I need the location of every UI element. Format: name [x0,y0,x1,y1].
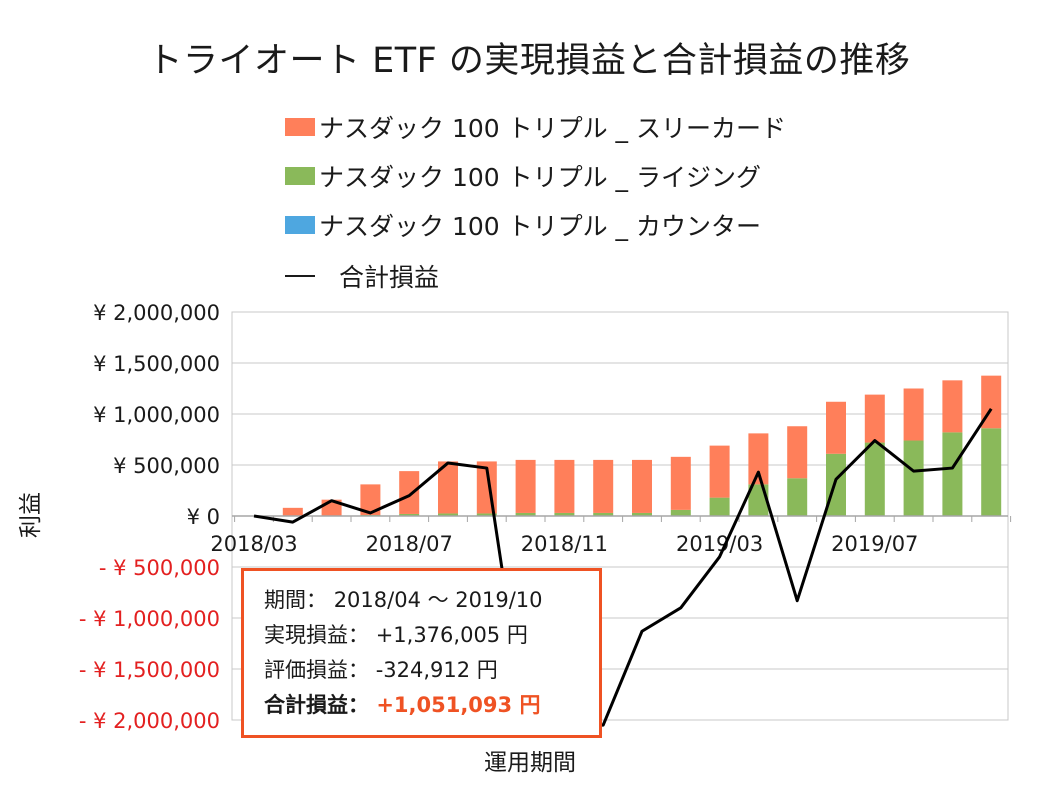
legend-label-rising: ナスダック 100 トリプル _ ライジング [319,163,762,192]
summary-total-label: 合計損益： [264,693,369,717]
bar-rising [476,513,497,516]
y-tick-label: ¥ 1,000,000 [93,403,220,427]
bar-rising [942,432,963,516]
bar-rising [438,513,458,516]
summary-unrealized-value: -324,912 円 [375,658,498,682]
y-tick-label: - ¥ 1,500,000 [79,658,220,682]
bar-three-card [554,459,575,513]
bar-rising [554,512,575,516]
legend-item-total: 合計損益 [285,256,439,296]
legend-label-total: 合計損益 [339,263,440,292]
legend-item-three-card: ナスダック 100 トリプル _ スリーカード [285,107,786,147]
bar-three-card [438,461,458,514]
y-tick-label: ¥ 500,000 [113,454,220,478]
bar-rising [787,478,808,516]
legend-item-counter: ナスダック 100 トリプル _ カウンター [285,205,761,245]
y-tick-label: - ¥ 500,000 [99,556,220,580]
summary-period-label: 期間： [264,588,327,612]
y-tick-label: - ¥ 1,000,000 [79,607,220,631]
y-tick-label: ¥ 2,000,000 [93,301,220,325]
legend-swatch-rising [285,167,315,185]
summary-box: 期間： 2018/04 ～ 2019/10 実現損益： +1,376,005 円… [241,568,602,738]
bar-three-card [399,471,420,514]
bar-rising [670,509,691,516]
y-tick-label: ¥ 1,500,000 [93,352,220,376]
bar-rising [709,497,730,516]
bar-rising [632,512,652,516]
y-tick-label: - ¥ 2,000,000 [79,709,220,733]
bar-rising [826,453,846,516]
summary-total: 合計損益： +1,051,093 円 [264,688,599,723]
legend-swatch-three-card [285,118,315,136]
bar-three-card [632,459,652,513]
bar-three-card [826,401,846,454]
bar-three-card [515,459,536,513]
bar-rising [981,428,1002,516]
summary-realized: 実現損益： +1,376,005 円 [264,618,599,653]
bar-three-card [748,433,769,485]
legend-line-total [285,275,315,277]
y-tick-label: ¥ 0 [187,505,220,529]
bar-rising [864,442,885,516]
y-axis-title: 利益 [18,492,44,538]
bar-three-card [360,484,381,515]
summary-realized-value: +1,376,005 円 [375,623,528,647]
bar-three-card [282,507,303,516]
summary-unrealized-label: 評価損益： [264,658,369,682]
legend-label-counter: ナスダック 100 トリプル _ カウンター [319,212,762,241]
bar-three-card [709,445,730,498]
bar-rising [515,512,536,516]
x-tick-label: 2019/07 [831,532,918,556]
bar-three-card [593,459,614,513]
summary-unrealized: 評価損益： -324,912 円 [264,653,599,688]
bar-three-card [864,394,885,443]
x-axis-title: 運用期間 [484,750,576,776]
legend-item-rising: ナスダック 100 トリプル _ ライジング [285,156,761,196]
bar-three-card [670,456,691,510]
legend-label-three-card: ナスダック 100 トリプル _ スリーカード [319,114,787,143]
x-tick-label: 2018/03 [210,532,297,556]
summary-period-value: 2018/04 ～ 2019/10 [333,588,543,612]
legend-swatch-counter [285,216,315,234]
x-tick-label: 2019/03 [676,532,763,556]
chart-title: トライオート ETF の実現損益と合計損益の推移 [147,41,911,81]
bar-three-card [942,380,963,433]
summary-period: 期間： 2018/04 ～ 2019/10 [264,583,599,618]
total-pnl-line [253,407,993,727]
bar-three-card [903,388,924,441]
bar-three-card [787,426,808,479]
bar-rising [593,512,614,516]
x-tick-label: 2018/07 [366,532,453,556]
bar-rising [399,513,420,516]
summary-total-value: +1,051,093 円 [376,693,541,717]
bar-rising [903,440,924,516]
summary-realized-label: 実現損益： [264,623,369,647]
x-tick-label: 2018/11 [521,532,608,556]
